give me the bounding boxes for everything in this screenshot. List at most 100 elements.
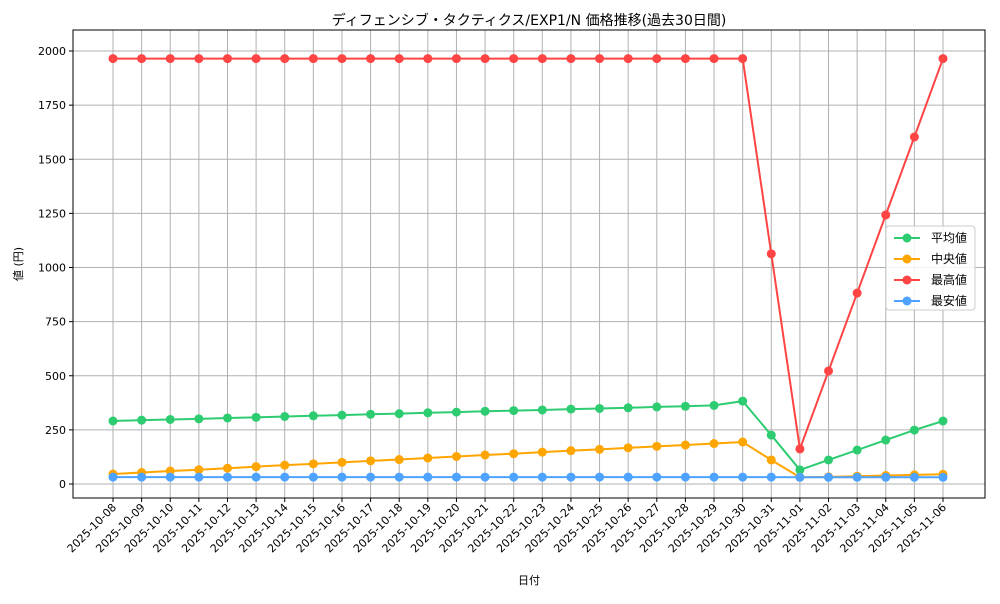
data-point (738, 437, 747, 446)
data-point (710, 54, 719, 63)
data-point (595, 473, 604, 482)
data-point (566, 405, 575, 414)
data-point (109, 54, 118, 63)
legend-marker (903, 255, 912, 264)
legend-label: 最高値 (931, 272, 967, 287)
data-point (624, 403, 633, 412)
data-point (280, 461, 289, 470)
data-point (710, 401, 719, 410)
y-tick-label: 1750 (38, 99, 66, 112)
data-point (881, 436, 890, 445)
data-point (423, 473, 432, 482)
data-point (910, 473, 919, 482)
y-tick-label: 1500 (38, 153, 66, 166)
legend-marker (903, 234, 912, 243)
data-point (881, 210, 890, 219)
data-point (309, 473, 318, 482)
data-point (853, 289, 862, 298)
data-point (366, 456, 375, 465)
data-point (223, 413, 232, 422)
data-point (566, 446, 575, 455)
legend-marker (903, 276, 912, 285)
data-point (452, 54, 461, 63)
data-point (366, 410, 375, 419)
y-tick-label: 2000 (38, 45, 66, 58)
data-point (652, 54, 661, 63)
data-point (538, 473, 547, 482)
data-point (681, 402, 690, 411)
data-point (767, 473, 776, 482)
data-point (280, 54, 289, 63)
data-point (194, 54, 203, 63)
series-平均値 (109, 397, 948, 475)
data-point (223, 473, 232, 482)
data-point (481, 473, 490, 482)
data-point (280, 473, 289, 482)
data-point (652, 442, 661, 451)
data-point (652, 402, 661, 411)
data-point (509, 449, 518, 458)
data-point (681, 441, 690, 450)
data-point (795, 444, 804, 453)
data-point (939, 54, 948, 63)
data-point (509, 406, 518, 415)
data-point (881, 473, 890, 482)
data-point (710, 439, 719, 448)
data-point (509, 473, 518, 482)
series-line (113, 401, 943, 470)
data-point (738, 473, 747, 482)
data-point (109, 416, 118, 425)
data-point (223, 54, 232, 63)
data-point (395, 455, 404, 464)
data-point (309, 411, 318, 420)
data-point (166, 473, 175, 482)
data-point (395, 409, 404, 418)
data-point (652, 473, 661, 482)
data-point (824, 455, 833, 464)
data-point (939, 473, 948, 482)
data-point (366, 54, 375, 63)
data-point (395, 54, 404, 63)
x-axis-label: 日付 (518, 574, 540, 587)
data-point (538, 54, 547, 63)
data-point (624, 54, 633, 63)
data-point (452, 408, 461, 417)
data-point (309, 459, 318, 468)
data-point (481, 450, 490, 459)
chart-title: ディフェンシブ・タクティクス/EXP1/N 価格推移(過去30日間) (332, 12, 727, 29)
data-point (337, 473, 346, 482)
data-point (624, 473, 633, 482)
data-point (767, 431, 776, 440)
data-point (795, 473, 804, 482)
data-point (853, 446, 862, 455)
series-line (113, 442, 943, 477)
legend-label: 平均値 (931, 230, 967, 245)
data-point (824, 366, 833, 375)
data-point (309, 54, 318, 63)
data-point (223, 464, 232, 473)
data-point (824, 473, 833, 482)
y-tick-label: 1000 (38, 262, 66, 275)
data-point (738, 397, 747, 406)
data-point (252, 413, 261, 422)
data-point (767, 249, 776, 258)
y-tick-label: 500 (45, 370, 66, 383)
data-point (710, 473, 719, 482)
data-point (194, 414, 203, 423)
data-point (738, 54, 747, 63)
data-point (538, 405, 547, 414)
data-point (767, 455, 776, 464)
y-axis-label: 値 (円) (12, 247, 25, 281)
data-point (910, 426, 919, 435)
data-point (137, 473, 146, 482)
data-point (939, 416, 948, 425)
data-point (252, 462, 261, 471)
y-tick-label: 1250 (38, 207, 66, 220)
data-point (681, 473, 690, 482)
data-point (194, 473, 203, 482)
data-point (366, 473, 375, 482)
data-point (166, 415, 175, 424)
data-point (910, 132, 919, 141)
series-最安値 (109, 473, 948, 482)
